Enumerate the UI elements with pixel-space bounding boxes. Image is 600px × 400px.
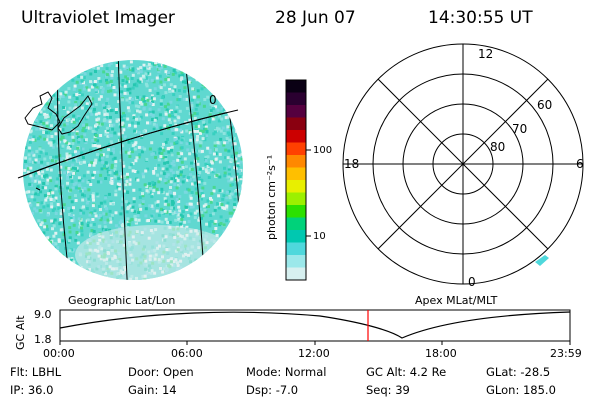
colorbar-tick-10: 10	[313, 231, 326, 242]
colorbar-band	[286, 167, 306, 181]
apex-subtitle: Apex MLat/MLT	[415, 294, 498, 307]
timeline-ylabel: GC Alt	[14, 315, 27, 350]
uv-image-disk	[17, 60, 243, 280]
polar-emission-patch	[535, 255, 549, 266]
status-gc-alt: GC Alt: 4.2 Re	[366, 365, 447, 379]
altitude-timeline	[59, 309, 571, 345]
timeline-xtick-1: 06:00	[171, 347, 203, 360]
timeline-ytick-top: 9.0	[34, 308, 52, 321]
timeline-xtick-0: 00:00	[43, 347, 75, 360]
status-mode: Mode: Normal	[246, 365, 327, 379]
colorbar-band	[286, 105, 306, 118]
geographic-subtitle: Geographic Lat/Lon	[68, 294, 175, 307]
mlat-label-80: 80	[490, 140, 505, 154]
colorbar-band	[286, 142, 306, 156]
colorbar-band	[286, 130, 306, 143]
instrument-title: Ultraviolet Imager	[21, 8, 175, 28]
status-flt: Flt: LBHL	[10, 365, 62, 379]
map-zero-label: 0	[209, 93, 217, 107]
colorbar-band	[286, 92, 306, 106]
colorbar-band	[286, 255, 306, 268]
colorbar-band	[286, 155, 306, 168]
colorbar	[286, 80, 306, 281]
coastline-outline	[24, 91, 93, 191]
status-glon: GLon: 185.0	[486, 383, 556, 397]
date-label: 28 Jun 07	[275, 8, 356, 28]
colorbar-band	[286, 267, 306, 281]
mlat-label-70: 70	[512, 122, 527, 136]
mlt-label-12: 12	[478, 47, 493, 61]
status-door: Door: Open	[128, 365, 194, 379]
colorbar-unit-label: photon cm⁻²s⁻¹	[265, 155, 278, 240]
colorbar-band	[286, 80, 306, 93]
status-glat: GLat: -28.5	[486, 365, 551, 379]
timeline-xtick-3: 18:00	[425, 347, 457, 360]
colorbar-band	[286, 192, 306, 206]
colorbar-band	[286, 205, 306, 218]
colorbar-band	[286, 217, 306, 231]
timeline-xtick-4: 23:59	[550, 347, 582, 360]
colorbar-band	[286, 242, 306, 256]
timeline-ytick-bottom: 1.8	[34, 333, 52, 346]
mlt-label-0: 0	[468, 275, 476, 289]
polar-plot	[342, 43, 584, 285]
status-seq: Seq: 39	[366, 383, 410, 397]
colorbar-band	[286, 180, 306, 193]
time-label: 14:30:55 UT	[428, 8, 533, 28]
timeline-xtick-2: 12:00	[298, 347, 330, 360]
status-dsp: Dsp: -7.0	[246, 383, 299, 397]
mlt-label-6: 6	[576, 157, 584, 171]
status-gain: Gain: 14	[128, 383, 177, 397]
status-ip: IP: 36.0	[10, 383, 54, 397]
colorbar-band	[286, 117, 306, 131]
mlat-label-60: 60	[537, 98, 552, 112]
colorbar-tick-100: 100	[313, 145, 332, 156]
colorbar-band	[286, 230, 306, 243]
mlt-label-18: 18	[344, 157, 359, 171]
